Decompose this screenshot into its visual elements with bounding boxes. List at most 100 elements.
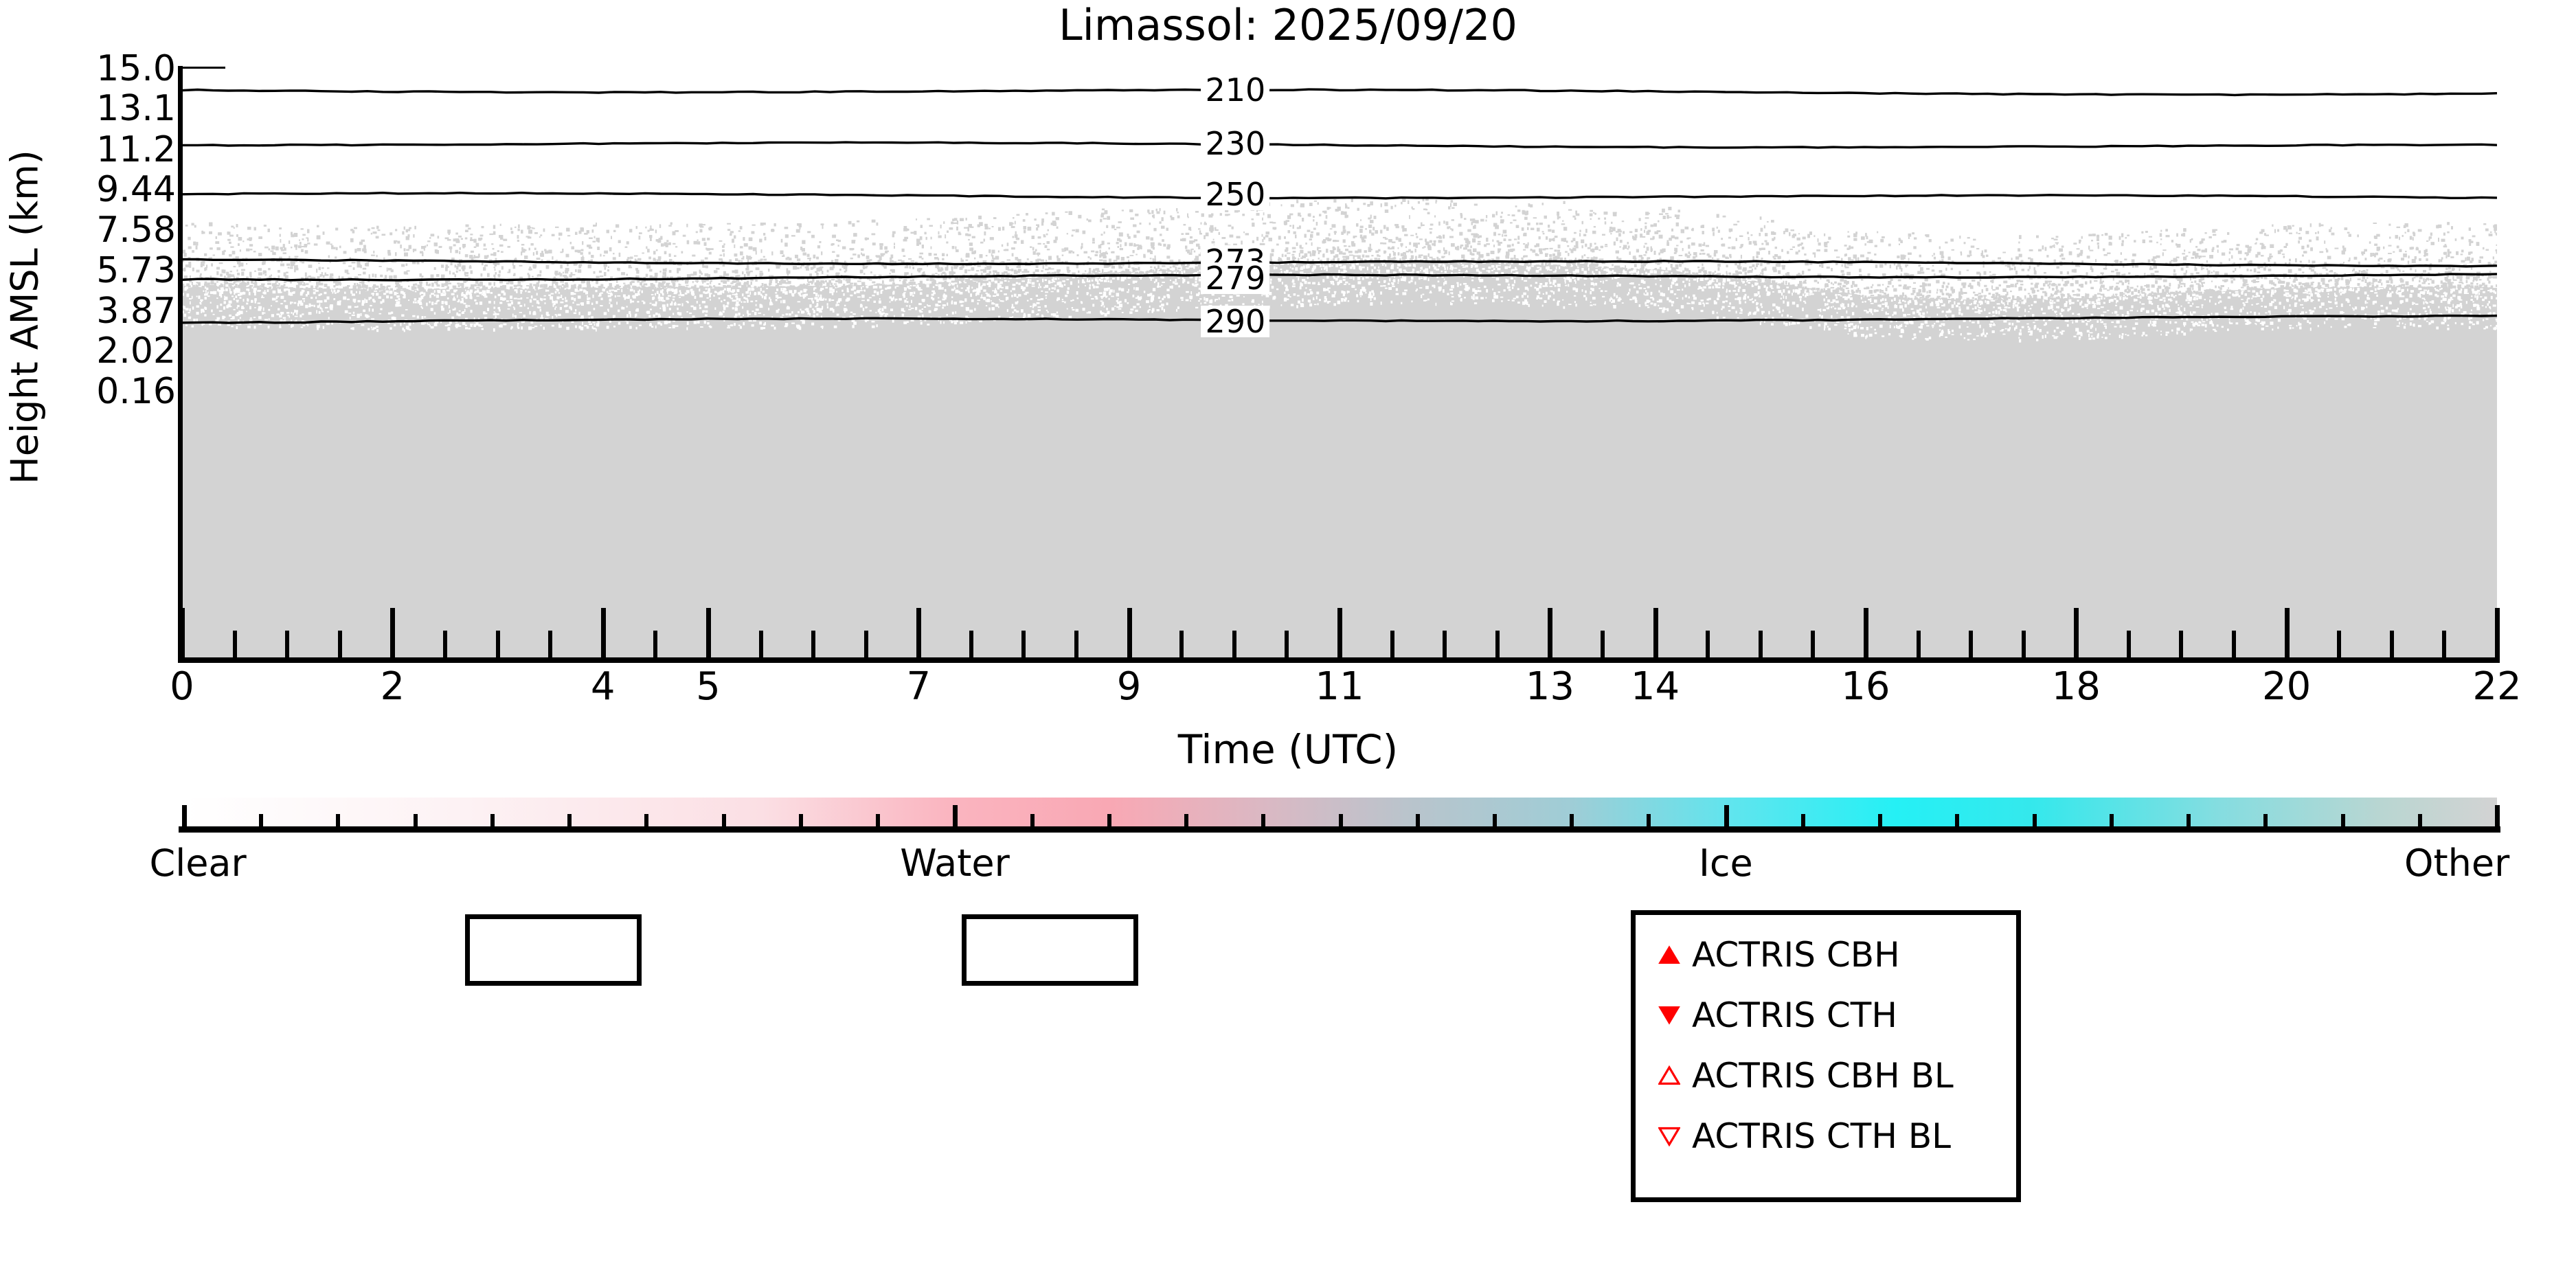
y-tick-label: 5.73 <box>96 250 176 292</box>
x-tick-major <box>1863 608 1868 663</box>
triangle-down-filled-icon <box>1651 1003 1688 1028</box>
x-tick-label: 18 <box>2051 664 2101 709</box>
x-tick-label: 20 <box>2261 664 2312 709</box>
colorbar-tick-minor <box>2340 814 2345 833</box>
triangle-up-filled-icon <box>1651 942 1688 967</box>
y-tick-label: 7.58 <box>96 209 176 251</box>
x-tick-minor <box>2126 631 2131 663</box>
colorbar-tick-minor <box>490 814 495 833</box>
colorbar-tick-minor <box>876 814 881 833</box>
x-tick-minor <box>2232 631 2237 663</box>
colorbar-tick-major <box>2495 805 2500 833</box>
plot-area <box>182 69 2497 659</box>
colorbar-tick-minor <box>336 814 341 833</box>
x-tick-major <box>1127 608 1132 663</box>
colorbar-tick-minor <box>1415 814 1420 833</box>
x-tick-minor <box>1179 631 1184 663</box>
colorbar-tick-minor <box>1570 814 1574 833</box>
x-tick-major <box>916 608 922 663</box>
colorbar-tick-major <box>182 805 187 833</box>
y-tick-label: 9.44 <box>96 169 176 211</box>
x-tick-minor <box>758 631 763 663</box>
colorbar-tick-minor <box>413 814 418 833</box>
contour-label: 210 <box>1201 74 1270 106</box>
x-tick-label: 7 <box>906 664 931 709</box>
chart-title: Limassol: 2025/09/20 <box>1059 0 1517 50</box>
colorbar-tick-minor <box>798 814 803 833</box>
colorbar-tick-minor <box>2109 814 2114 833</box>
x-tick-label: 22 <box>2472 664 2522 709</box>
x-tick-minor <box>337 631 342 663</box>
x-tick-minor <box>1758 631 1763 663</box>
x-tick-minor <box>2021 631 2026 663</box>
legend-item[interactable]: ACTRIS CBH BL <box>1651 1046 1954 1106</box>
colorbar-tick-major <box>1724 805 1729 833</box>
aerosol-speckle-holes <box>182 263 2497 343</box>
x-tick-minor <box>2337 631 2342 663</box>
x-tick-minor <box>1390 631 1394 663</box>
colorbar-tick-minor <box>1107 814 1111 833</box>
x-tick-major <box>1548 608 1553 663</box>
colorbar-label-ice: Ice <box>1698 841 1753 885</box>
legend-item-label: ACTRIS CTH <box>1692 995 1897 1035</box>
triangle-up-hollow-icon <box>1651 1065 1688 1087</box>
contour-label: 279 <box>1201 262 1270 295</box>
x-tick-label: 9 <box>1116 664 1142 709</box>
x-axis-label: Time (UTC) <box>1177 726 1399 773</box>
x-tick-major <box>600 608 606 663</box>
x-tick-major <box>1653 608 1658 663</box>
x-tick-minor <box>2179 631 2184 663</box>
x-tick-minor <box>1969 631 1974 663</box>
y-tick-label: 15.0 <box>96 48 176 89</box>
x-tick-minor <box>1285 631 1289 663</box>
plot-canvas <box>182 69 2497 659</box>
x-tick-minor <box>1443 631 1447 663</box>
x-tick-minor <box>548 631 553 663</box>
legend-item-label: ACTRIS CBH <box>1692 935 1900 975</box>
x-tick-major <box>1337 608 1342 663</box>
x-tick-minor <box>1232 631 1236 663</box>
x-tick-label: 11 <box>1315 664 1364 709</box>
y-axis-label: Height AMSL (km) <box>3 150 47 484</box>
empty-legend-box <box>465 914 642 986</box>
x-tick-minor <box>653 631 658 663</box>
isotherm-contour-273 <box>182 258 2497 268</box>
x-tick-minor <box>1811 631 1816 663</box>
colorbar-tick-major <box>953 805 958 833</box>
isotherm-contour-230 <box>182 141 2497 149</box>
colorbar-tick-minor <box>644 814 649 833</box>
colorbar-tick-minor <box>1492 814 1497 833</box>
colorbar-tick-minor <box>2417 814 2422 833</box>
y-tick-label: 11.2 <box>96 128 176 170</box>
legend-item-label: ACTRIS CTH BL <box>1692 1116 1952 1156</box>
colorbar-label-other: Other <box>2404 841 2510 885</box>
isotherm-contour-279 <box>182 273 2497 282</box>
x-tick-label: 16 <box>1841 664 1890 709</box>
triangle-down-hollow-icon <box>1651 1125 1688 1147</box>
y-tick-label: 3.87 <box>96 290 176 332</box>
y-tick-label: 2.02 <box>96 330 176 372</box>
colorbar-tick-minor <box>2032 814 2037 833</box>
x-tick-minor <box>811 631 816 663</box>
x-tick-label: 13 <box>1525 664 1574 709</box>
y-tick-label: 0.16 <box>96 371 176 413</box>
x-tick-label: 4 <box>590 664 615 709</box>
x-tick-minor <box>1600 631 1605 663</box>
legend-item[interactable]: ACTRIS CTH BL <box>1651 1106 1951 1166</box>
x-tick-minor <box>863 631 868 663</box>
colorbar-tick-minor <box>2263 814 2268 833</box>
colorbar-tick-minor <box>1338 814 1343 833</box>
legend-item[interactable]: ACTRIS CTH <box>1651 985 1897 1046</box>
colorbar-tick-minor <box>2187 814 2191 833</box>
x-tick-label: 5 <box>696 664 721 709</box>
x-tick-major <box>705 608 711 663</box>
isotherm-contour-250 <box>182 191 2497 200</box>
contour-label: 230 <box>1201 127 1270 159</box>
x-tick-minor <box>1706 631 1710 663</box>
colorbar-tick-minor <box>1800 814 1805 833</box>
colorbar-tick-minor <box>1184 814 1189 833</box>
legend-item[interactable]: ACTRIS CBH <box>1651 925 1900 985</box>
x-tick-minor <box>1021 631 1026 663</box>
colorbar-tick-minor <box>721 814 726 833</box>
